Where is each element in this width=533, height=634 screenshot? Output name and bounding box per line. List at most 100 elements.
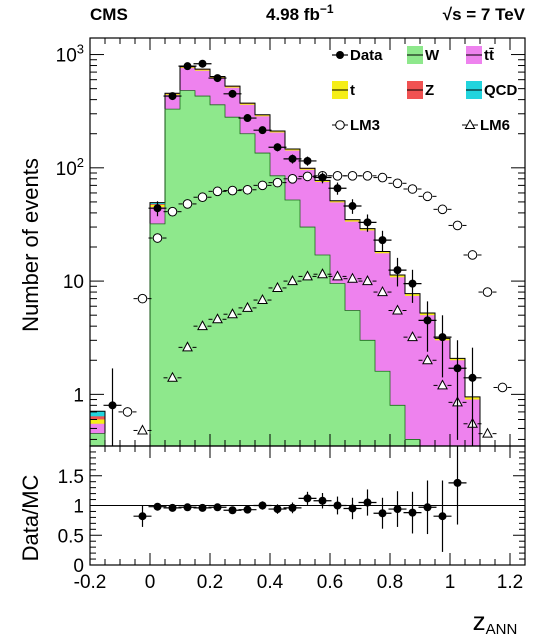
y-tick-label: 103 [56, 42, 84, 67]
data-point [153, 204, 162, 213]
ratio-y-axis-label: Data/MC [18, 474, 43, 561]
y-tick-label: 10 [63, 272, 84, 293]
bar-W [285, 199, 300, 446]
legend-lm3-marker [335, 120, 345, 130]
ratio-point [363, 498, 372, 507]
ratio-y-tick-label: 1.5 [58, 467, 84, 488]
lm3-point [242, 184, 253, 195]
bar-W [315, 254, 330, 446]
main-plot-area: 1 10 102 103 [56, 37, 526, 447]
legend-label-ttbar: tt̄ [484, 47, 494, 64]
ratio-point [438, 512, 447, 521]
data-point [393, 266, 402, 275]
lm6-point [167, 371, 178, 382]
x-tick-label: 0.4 [257, 572, 284, 593]
ratio-point [243, 505, 252, 514]
ratio-point [303, 494, 312, 503]
data-point [198, 59, 207, 68]
lm3-point [122, 407, 133, 417]
ratio-y-tick-label: 0.5 [58, 526, 84, 547]
ratio-point [168, 503, 177, 512]
bar-ttbar [420, 315, 435, 446]
data-point [228, 89, 237, 98]
lm3-point [212, 186, 223, 197]
ratio-point [453, 478, 462, 487]
y-tick-exponent: 2 [77, 155, 84, 170]
data-point [258, 126, 267, 135]
bar-W [345, 310, 360, 446]
x-axis-label: zANN [473, 606, 518, 634]
lm3-point [407, 184, 418, 194]
bar-W [165, 109, 180, 446]
lm6-point [317, 268, 328, 279]
bar-W [180, 90, 195, 446]
legend-label-W: W [425, 47, 440, 64]
bar-W [405, 439, 420, 446]
ratio-point [138, 512, 147, 521]
x-tick-label: -0.2 [74, 572, 107, 593]
lm6-point [437, 379, 448, 390]
lm6-point [197, 320, 208, 331]
lm3-point [422, 191, 433, 202]
data-point [213, 74, 222, 83]
data-point [183, 62, 192, 71]
lm3-point [302, 171, 313, 182]
main-y-axis-label: Number of events [18, 158, 43, 332]
lm3-point [362, 171, 373, 181]
lm3-point [137, 293, 148, 304]
ratio-point [378, 509, 387, 518]
legend-label-LM3: LM3 [350, 117, 380, 134]
ratio-plot-area: 00.511.5-0.2 0 0.2 0.4 0.6 0.8 1 1.2 [58, 445, 526, 593]
bar-W [300, 227, 315, 446]
ratio-point [273, 505, 282, 514]
bar-W [330, 283, 345, 446]
lm6-point [287, 275, 298, 286]
data-point [303, 156, 312, 165]
x-tick-label: 0 [145, 572, 156, 593]
legend-lm6-marker [464, 118, 476, 129]
lm3-point [452, 220, 463, 231]
bar-W [225, 117, 240, 446]
lm6-point [422, 354, 433, 365]
bar-W [195, 96, 210, 447]
lm3-point [332, 171, 343, 181]
bar-W [375, 371, 390, 446]
lm6-point [362, 275, 373, 286]
legend-label-data: Data [350, 47, 383, 64]
bar-ttbar [405, 295, 420, 446]
luminosity-label: 4.98 fb−1 [266, 2, 334, 24]
data-point [378, 236, 387, 245]
ratio-point [348, 504, 357, 513]
data-point [423, 316, 432, 325]
bar-W [270, 175, 285, 447]
ratio-point [288, 503, 297, 512]
data-point [273, 143, 282, 152]
ratio-point [318, 496, 327, 505]
experiment-label: CMS [90, 5, 128, 24]
lm6-point [302, 270, 313, 281]
y-tick-exponent: 3 [77, 42, 84, 57]
lm3-point [197, 192, 208, 203]
ratio-y-tick-label: 0 [73, 556, 84, 577]
ratio-point [258, 501, 267, 510]
lm3-point [182, 199, 193, 209]
bar-W [210, 104, 225, 447]
lm3-point [272, 177, 283, 188]
lm3-point [347, 171, 358, 181]
legend-label-QCD: QCD [484, 82, 518, 99]
data-point [333, 184, 342, 193]
lm6-point [137, 424, 148, 435]
bar-W [360, 340, 375, 446]
ratio-point [183, 503, 192, 512]
lm6-point [482, 427, 493, 438]
lm6-point [242, 301, 253, 312]
bar-ttbar [435, 340, 450, 446]
data-point [453, 364, 462, 373]
data-point [318, 173, 327, 182]
w-outline [90, 90, 510, 447]
data-point [363, 218, 372, 227]
lm3-point [257, 180, 268, 191]
ratio-y-tick-label: 1 [73, 497, 84, 518]
bar-W [390, 405, 405, 446]
